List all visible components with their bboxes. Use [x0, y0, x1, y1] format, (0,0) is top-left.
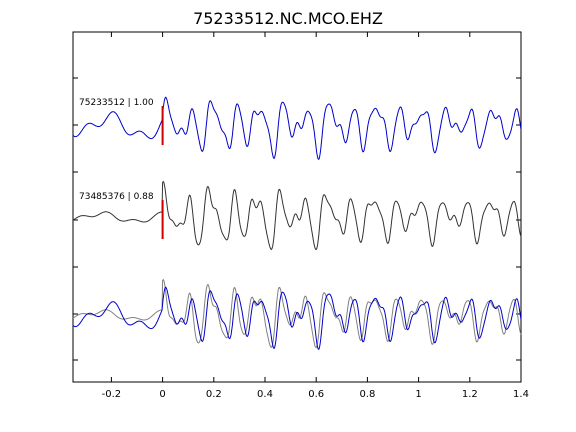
x-tick-label: 0.6 — [308, 389, 324, 400]
x-tick-label: 1.2 — [462, 389, 478, 400]
trace-primary — [72, 96, 522, 161]
x-tick-label: 0.2 — [206, 389, 222, 400]
waveform-traces — [72, 96, 522, 351]
x-tick-label: 1 — [415, 389, 421, 400]
overlay-trace-primary — [72, 286, 522, 351]
overlay-trace-secondary — [72, 278, 522, 349]
chart-title: 75233512.NC.MCO.EHZ — [193, 9, 383, 28]
plot-frame — [72, 31, 522, 383]
trace-label-primary: 75233512 | 1.00 — [79, 98, 154, 108]
y-axis-ticks — [73, 77, 521, 361]
trace-label-secondary: 73485376 | 0.88 — [79, 192, 154, 202]
x-tick-label: 0.4 — [257, 389, 273, 400]
x-axis-ticks: -0.2 0 0.2 0.4 0.6 0.8 1 1.2 1.4 — [102, 32, 529, 400]
x-tick-label: -0.2 — [102, 389, 122, 400]
x-tick-label: 0 — [159, 389, 165, 400]
x-tick-label: 0.8 — [359, 389, 375, 400]
x-tick-label: 1.4 — [513, 389, 529, 400]
trace-secondary — [72, 180, 522, 251]
